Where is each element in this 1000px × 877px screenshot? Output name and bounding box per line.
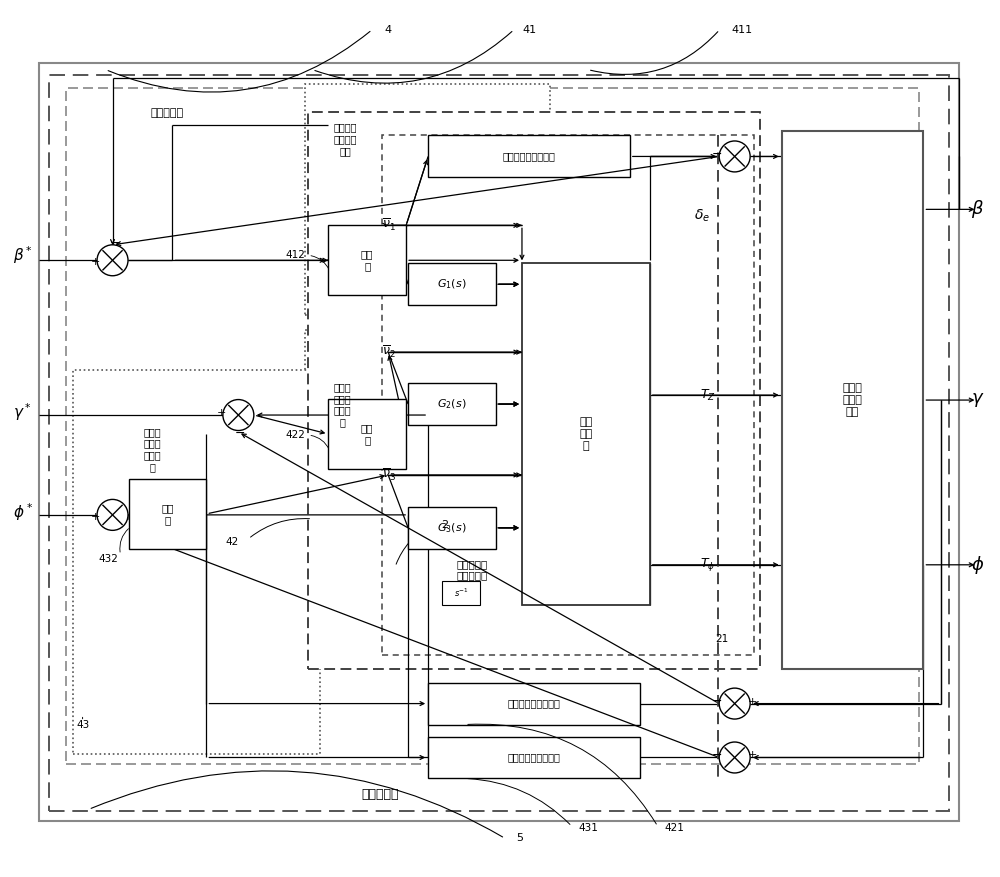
Text: 车身侧倾角内部模型: 车身侧倾角内部模型: [508, 752, 560, 762]
Circle shape: [719, 742, 750, 773]
Text: 421: 421: [665, 824, 685, 833]
Text: 调节
器: 调节 器: [361, 249, 373, 271]
Bar: [129, 479, 206, 549]
Text: $\overline{\nu}_3$: $\overline{\nu}_3$: [382, 467, 396, 483]
Text: $\delta_e$: $\delta_e$: [694, 207, 710, 224]
Bar: [328, 399, 406, 469]
Text: 调节
器: 调节 器: [361, 424, 373, 445]
Circle shape: [97, 245, 128, 275]
Text: $G_2(s)$: $G_2(s)$: [437, 397, 467, 410]
Text: 412: 412: [285, 250, 305, 260]
Text: 支持
向量
机: 支持 向量 机: [579, 417, 593, 451]
Text: $\beta$: $\beta$: [971, 198, 984, 220]
Text: +: +: [91, 257, 100, 267]
Bar: [49, 75, 949, 811]
Text: $s^{\mathregular{-1}}$: $s^{\mathregular{-1}}$: [454, 587, 468, 599]
Text: $T_\phi$: $T_\phi$: [700, 556, 715, 574]
Bar: [305, 83, 550, 315]
Text: $\overline{\nu}_1$: $\overline{\nu}_1$: [382, 217, 396, 233]
Text: 422: 422: [285, 430, 305, 440]
Text: $G_1(s)$: $G_1(s)$: [437, 277, 467, 291]
Circle shape: [223, 400, 254, 431]
Text: $\overline{\nu}_2$: $\overline{\nu}_2$: [382, 344, 396, 360]
Text: 21: 21: [715, 634, 728, 644]
Bar: [408, 263, 496, 305]
Text: −: −: [711, 749, 722, 762]
Text: 支持向量机
广义逆系统: 支持向量机 广义逆系统: [456, 559, 488, 581]
Bar: [408, 383, 496, 425]
Bar: [73, 370, 320, 754]
Text: 2: 2: [442, 520, 449, 530]
Text: 432: 432: [99, 553, 119, 564]
Circle shape: [719, 141, 750, 172]
Text: +: +: [748, 696, 757, 707]
Bar: [408, 507, 496, 549]
Text: 汽车底
盘集成
系统: 汽车底 盘集成 系统: [843, 383, 862, 417]
Text: 5: 5: [516, 833, 523, 844]
Text: $\gamma^*$: $\gamma^*$: [13, 401, 32, 423]
Circle shape: [97, 499, 128, 531]
Bar: [308, 111, 760, 668]
Text: −: −: [711, 148, 722, 161]
Text: $T_Z$: $T_Z$: [700, 388, 716, 403]
Text: 42: 42: [226, 537, 239, 547]
Text: 43: 43: [76, 719, 89, 730]
Text: −: −: [235, 426, 246, 439]
Bar: [382, 135, 754, 654]
Text: 质心侧偏角内部模型: 质心侧偏角内部模型: [503, 152, 555, 161]
Text: 内模控制器: 内模控制器: [150, 108, 184, 118]
Text: 车身侧
倾角内
模控制
器: 车身侧 倾角内 模控制 器: [144, 427, 161, 472]
Circle shape: [719, 688, 750, 719]
Text: −: −: [711, 695, 722, 708]
Text: 调节
器: 调节 器: [161, 503, 174, 524]
Text: +: +: [217, 408, 226, 418]
Text: 431: 431: [578, 824, 598, 833]
Text: +: +: [91, 512, 100, 522]
Bar: [782, 132, 923, 668]
Bar: [442, 581, 480, 605]
Bar: [522, 263, 650, 605]
Text: 横摆角
速度内
模控制
器: 横摆角 速度内 模控制 器: [333, 382, 351, 427]
Bar: [39, 62, 959, 822]
Text: 质心侧偏
角内模控
制器: 质心侧偏 角内模控 制器: [333, 123, 357, 156]
Text: +: +: [748, 751, 757, 760]
Text: 鲁棒控制器: 鲁棒控制器: [361, 788, 399, 801]
Bar: [428, 737, 640, 779]
Bar: [428, 682, 640, 724]
Text: $\phi^*$: $\phi^*$: [13, 501, 33, 523]
Bar: [428, 135, 630, 177]
Text: $\beta^*$: $\beta^*$: [13, 245, 33, 266]
Text: 411: 411: [731, 25, 752, 35]
Text: 4: 4: [385, 25, 392, 35]
Bar: [66, 88, 919, 765]
Text: $G_3(s)$: $G_3(s)$: [437, 521, 467, 535]
Bar: [305, 330, 550, 522]
Bar: [328, 225, 406, 296]
Text: 41: 41: [523, 25, 537, 35]
Text: $\phi$: $\phi$: [971, 553, 984, 576]
Text: $\gamma$: $\gamma$: [971, 391, 984, 409]
Text: −: −: [109, 237, 120, 250]
Text: 横摆角速度内部模型: 横摆角速度内部模型: [508, 699, 560, 709]
